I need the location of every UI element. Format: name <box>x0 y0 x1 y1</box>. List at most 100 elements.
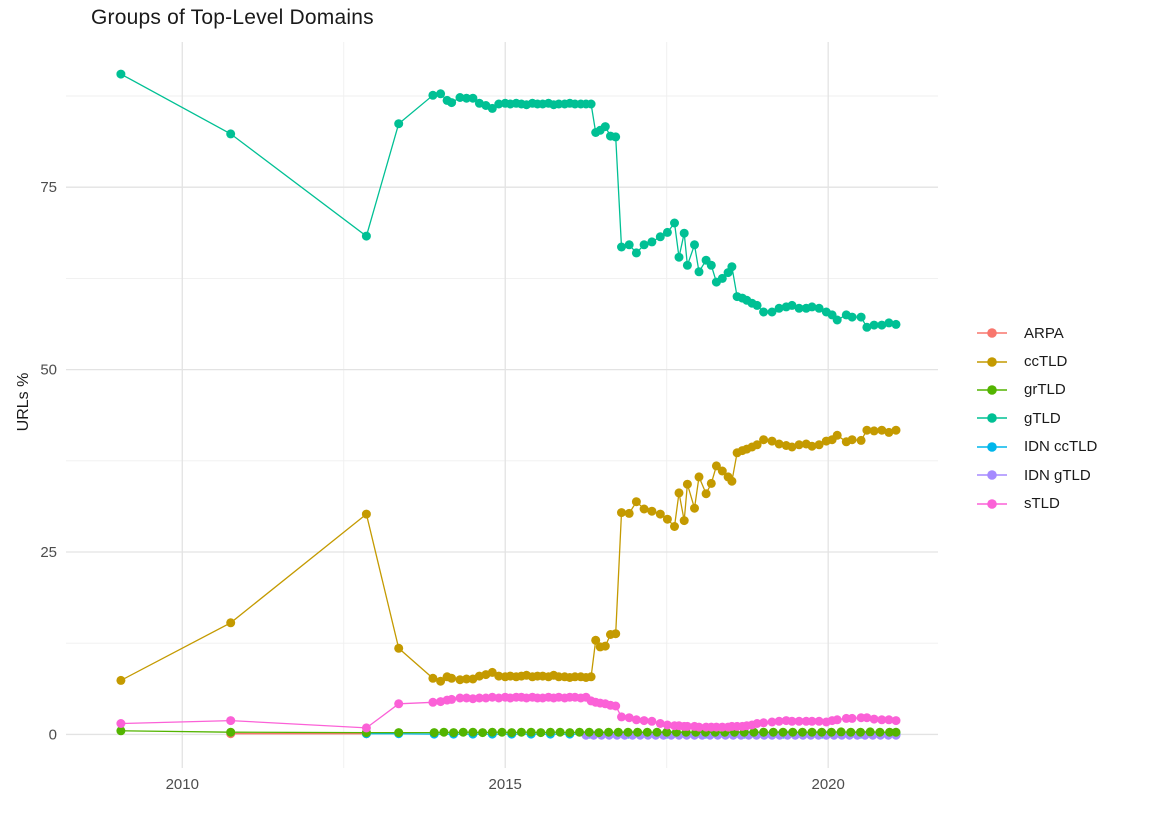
data-point <box>690 503 699 513</box>
data-point <box>447 694 457 704</box>
data-point <box>759 718 769 728</box>
data-point <box>497 727 507 737</box>
data-point <box>449 728 459 738</box>
data-point <box>226 716 236 726</box>
legend-key-icon <box>977 498 1007 509</box>
data-point <box>717 273 727 283</box>
data-point <box>624 508 634 518</box>
data-point <box>832 315 842 325</box>
data-point <box>436 89 446 99</box>
data-point <box>565 728 575 738</box>
legend-key-dot <box>987 328 997 338</box>
data-point <box>711 461 721 471</box>
legend-item-label: gTLD <box>1024 409 1061 427</box>
data-point <box>613 727 623 737</box>
data-point <box>429 728 439 738</box>
data-point <box>759 307 769 317</box>
data-point <box>116 69 126 79</box>
data-point <box>877 425 887 435</box>
data-point <box>428 697 438 707</box>
legend-key-icon <box>977 385 1007 395</box>
data-point <box>884 427 894 437</box>
data-point <box>526 727 536 737</box>
data-point <box>586 672 596 682</box>
data-point <box>814 440 824 450</box>
data-point <box>885 727 895 737</box>
data-point <box>682 260 692 270</box>
data-point <box>631 497 641 507</box>
data-point <box>794 303 804 313</box>
data-point <box>774 439 784 449</box>
data-point <box>507 728 517 738</box>
data-point <box>814 716 824 726</box>
data-point <box>361 723 371 733</box>
data-point <box>679 516 689 526</box>
data-point <box>647 237 657 247</box>
data-point <box>575 727 584 737</box>
data-point <box>458 727 468 737</box>
data-point <box>884 318 894 328</box>
data-point <box>807 441 817 451</box>
data-point <box>787 716 797 726</box>
y-tick-label: 0 <box>49 726 57 743</box>
data-point <box>545 727 555 737</box>
data-point <box>862 322 872 332</box>
data-point <box>836 727 846 737</box>
legend-item-gtld: gTLD <box>976 404 1097 432</box>
data-point <box>226 129 236 139</box>
data-point <box>832 715 842 725</box>
data-point <box>856 312 866 322</box>
data-point <box>226 727 236 737</box>
legend-item-cctld: ccTLD <box>976 347 1097 375</box>
data-point <box>662 727 672 737</box>
data-point <box>768 727 778 737</box>
data-point <box>787 300 797 310</box>
data-point <box>116 726 126 736</box>
data-point <box>611 701 621 711</box>
legend-item-idn-cctld: IDN ccTLD <box>976 433 1097 461</box>
data-point <box>752 719 762 728</box>
data-point <box>774 716 784 726</box>
data-point <box>642 727 652 737</box>
x-tick-label: 2020 <box>812 776 845 793</box>
data-point <box>847 435 857 445</box>
y-tick-label: 75 <box>40 179 57 196</box>
data-point <box>447 98 457 108</box>
data-point <box>679 228 689 238</box>
data-point <box>797 727 807 737</box>
data-point <box>690 240 699 250</box>
data-point <box>361 231 371 241</box>
data-point <box>877 320 887 330</box>
legend-key-dot <box>987 385 997 395</box>
y-tick-label: 25 <box>40 544 57 561</box>
data-point <box>774 303 784 313</box>
data-point <box>555 727 565 737</box>
data-point <box>767 436 777 446</box>
legend-key-icon <box>977 413 1007 424</box>
data-point <box>662 514 672 524</box>
data-point <box>814 303 824 313</box>
series-gtld <box>116 69 901 332</box>
data-point <box>832 430 842 440</box>
legend-key-dot <box>987 498 997 509</box>
data-point <box>674 252 684 262</box>
data-point <box>862 713 872 723</box>
data-point <box>794 716 804 726</box>
legend-item-label: sTLD <box>1024 495 1060 513</box>
legend-item-label: IDN ccTLD <box>1024 438 1098 456</box>
data-point <box>474 693 484 703</box>
data-point <box>586 99 596 109</box>
data-point <box>631 248 641 258</box>
data-point <box>674 488 684 498</box>
data-point <box>600 122 610 132</box>
data-point <box>662 227 672 237</box>
data-point <box>891 716 901 726</box>
data-point <box>623 727 633 737</box>
legend-item-label: ARPA <box>1024 324 1064 342</box>
data-point <box>617 508 626 518</box>
data-point <box>807 302 817 312</box>
data-point <box>639 240 649 250</box>
data-point <box>604 727 614 737</box>
